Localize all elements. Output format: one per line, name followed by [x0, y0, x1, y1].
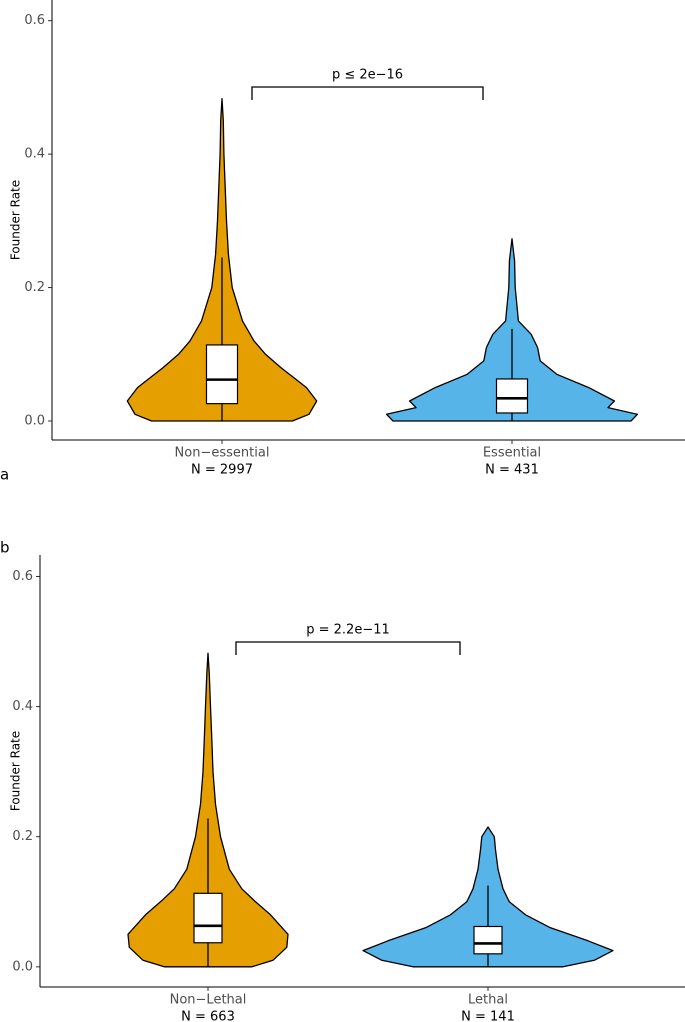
box	[193, 892, 223, 944]
x-tick-label: Non−essential	[175, 446, 270, 461]
y-tick-label: 0.2	[12, 829, 33, 844]
y-tick-label: 0.2	[24, 280, 45, 295]
y-tick-label: 0.4	[24, 147, 45, 162]
box	[205, 344, 239, 405]
y-tick-label: 0.6	[12, 569, 33, 584]
x-tick-label: Essential	[483, 446, 541, 461]
panel-label: a	[0, 466, 9, 484]
n-label: N = 2997	[191, 463, 253, 478]
x-tick-label: Lethal	[468, 993, 508, 1008]
violin	[127, 652, 289, 968]
significance-bracket	[251, 86, 484, 100]
box	[473, 925, 503, 955]
y-tick-label: 0.0	[12, 959, 33, 974]
n-label: N = 663	[181, 1010, 235, 1022]
y-axis-title: Founder Rate	[9, 731, 23, 811]
x-tick-label: Non−Lethal	[170, 993, 247, 1008]
y-axis-title: Founder Rate	[9, 180, 23, 260]
y-tick-label: 0.4	[12, 699, 33, 714]
significance-bracket	[235, 641, 461, 655]
panel-label: b	[0, 539, 10, 557]
p-value: p = 2.2e−11	[306, 623, 390, 638]
box	[495, 378, 529, 414]
n-label: N = 431	[485, 463, 539, 478]
y-tick-label: 0.6	[24, 13, 45, 28]
y-tick-label: 0.0	[24, 413, 45, 428]
n-label: N = 141	[461, 1010, 515, 1022]
p-value: p ≤ 2e−16	[332, 68, 403, 83]
